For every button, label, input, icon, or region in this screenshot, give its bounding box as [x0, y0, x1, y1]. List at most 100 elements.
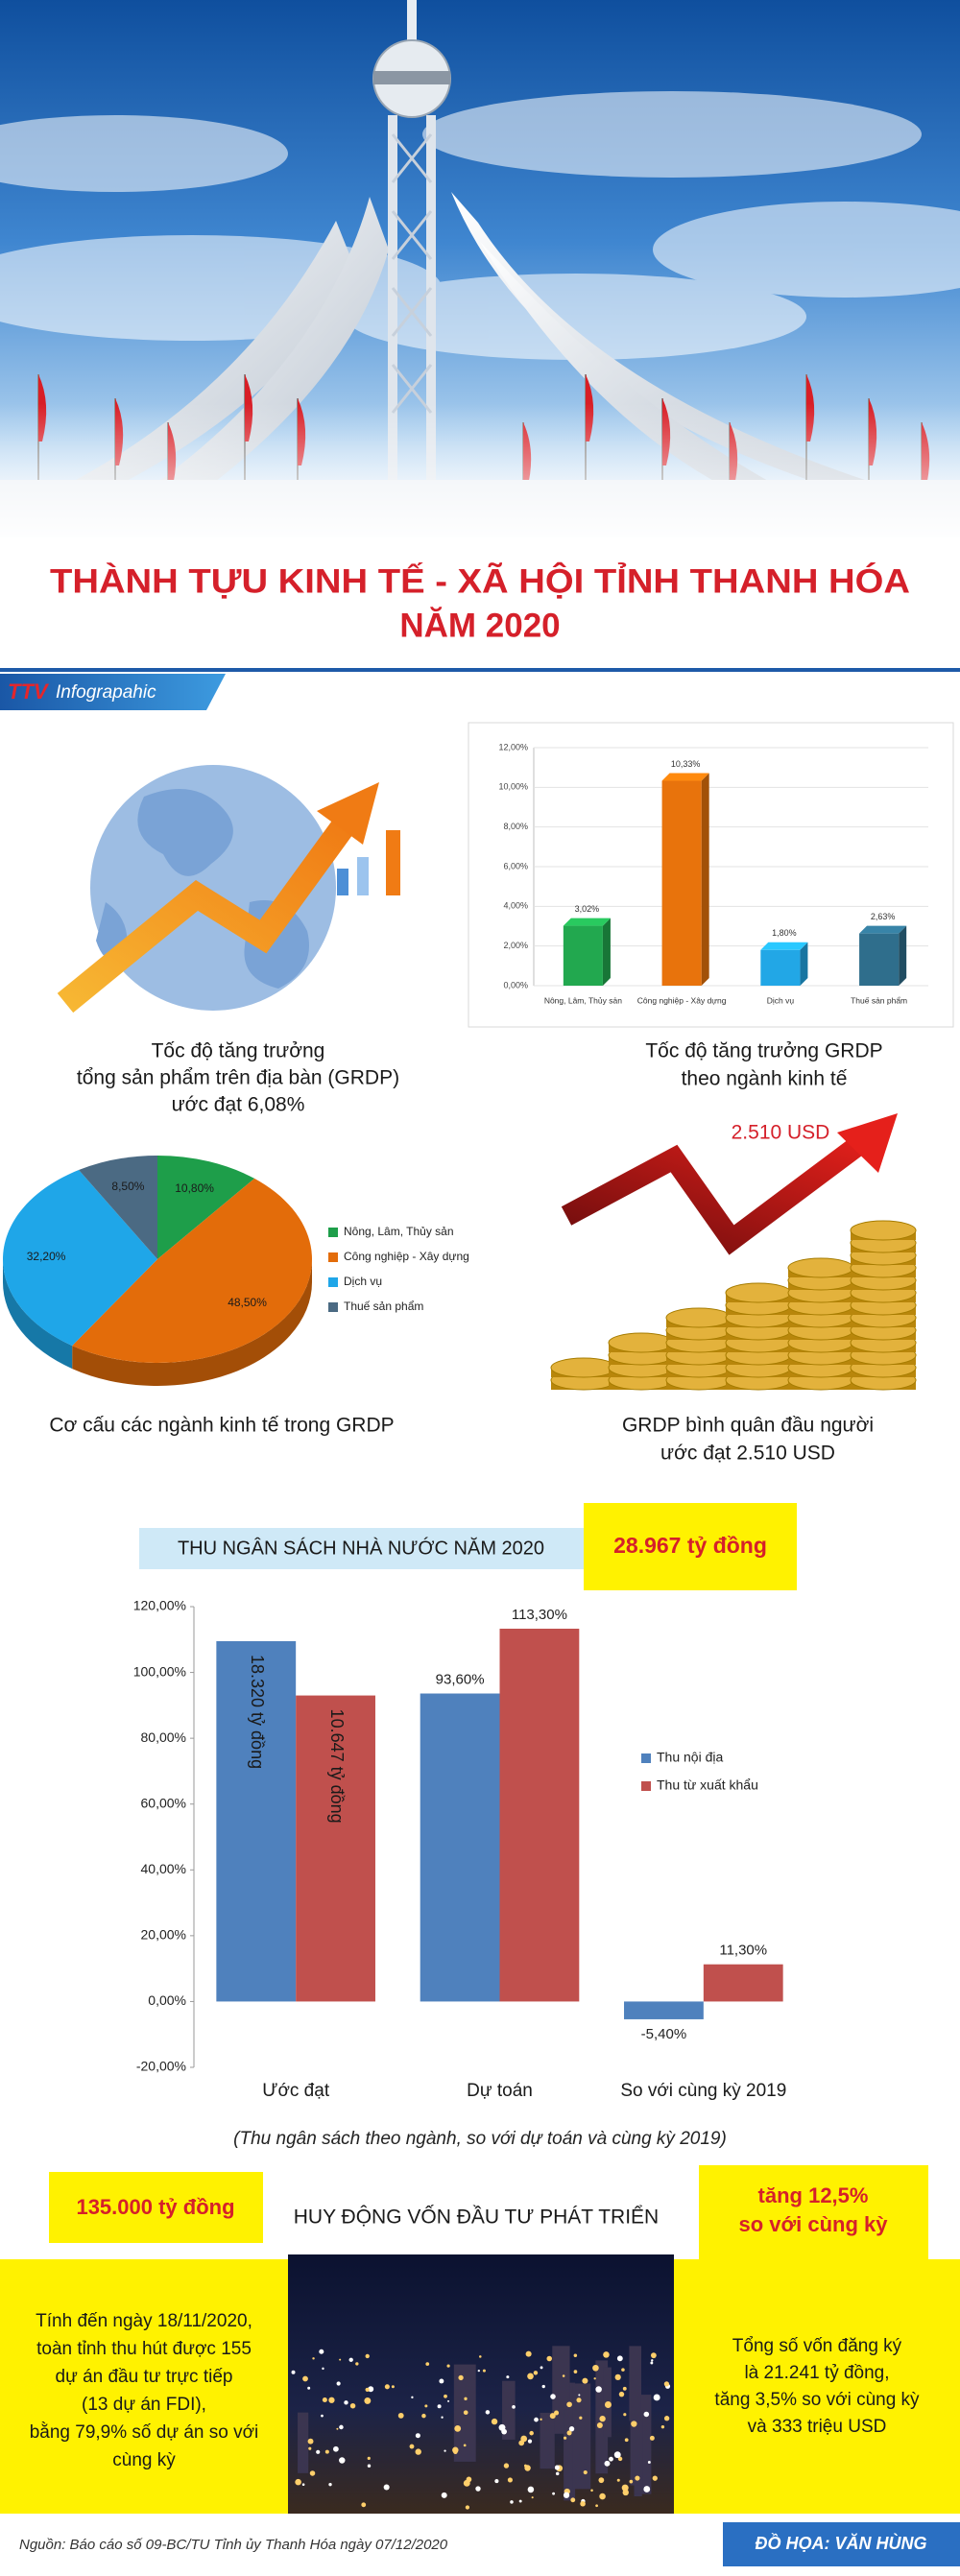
- plant-light: [647, 2461, 651, 2464]
- plant-light: [458, 2374, 464, 2381]
- plant-light: [554, 2410, 560, 2416]
- plant-light: [631, 2421, 637, 2427]
- plant-light: [614, 2373, 621, 2381]
- plant-light: [308, 2446, 312, 2450]
- plant-light: [512, 2405, 516, 2409]
- plant-light: [596, 2422, 603, 2429]
- y-tick-label: 100,00%: [133, 1663, 186, 1679]
- plant-light: [562, 2374, 565, 2377]
- y-tick-label: 8,00%: [503, 822, 528, 831]
- investment-growth-box: [699, 2165, 928, 2259]
- plant-light: [566, 2430, 572, 2436]
- plant-light: [316, 2449, 321, 2454]
- plant-light: [312, 2357, 315, 2360]
- plant-light: [540, 2366, 543, 2370]
- plant-light: [663, 2416, 670, 2421]
- bar-top: [760, 942, 808, 950]
- investment-left-text: dự án đầu tư trực tiếp: [56, 2367, 233, 2387]
- plant-light: [663, 2381, 669, 2387]
- brand-label: Infograpahic: [56, 682, 156, 703]
- plant-light: [367, 2456, 371, 2460]
- plant-light: [324, 2449, 329, 2454]
- coin: [725, 1282, 792, 1303]
- coins-icon: [550, 1113, 917, 1391]
- plant-light: [411, 2396, 414, 2399]
- plant-light: [595, 2386, 602, 2393]
- structure-caption: Cơ cấu các ngành kinh tế trong GRDP: [49, 1415, 394, 1437]
- plant-light: [339, 2457, 346, 2464]
- plant-structure: [502, 2380, 516, 2440]
- plant-light: [339, 2424, 344, 2430]
- legend-label: Nông, Lâm, Thủy sản: [344, 1225, 454, 1238]
- budget-title: THU NGÂN SÁCH NHÀ NƯỚC NĂM 2020: [178, 1537, 544, 1559]
- legend-swatch: [328, 1228, 338, 1237]
- plant-light: [291, 2370, 296, 2374]
- value-label: 93,60%: [436, 1671, 485, 1687]
- investment-title: HUY ĐỘNG VỐN ĐẦU TƯ PHÁT TRIỂN: [294, 2206, 659, 2229]
- plant-structure: [629, 2346, 641, 2421]
- investment-right-text: và 333 triệu USD: [748, 2417, 887, 2437]
- plant-light: [475, 2486, 481, 2492]
- plant-light: [477, 2369, 480, 2373]
- plant-light: [573, 2353, 578, 2358]
- bar-annotation: 18.320 tỷ đồng: [248, 1655, 267, 1769]
- plant-light: [598, 2477, 605, 2484]
- legend-label: Thu từ xuất khẩu: [657, 1777, 758, 1793]
- y-tick-label: 12,00%: [498, 742, 528, 751]
- plant-light: [465, 2505, 470, 2510]
- coin: [608, 1332, 675, 1353]
- title: THÀNH TỰU KINH TẾ - XÃ HỘI TỈNH THANH HÓ…: [50, 561, 910, 600]
- plant-light: [527, 2439, 533, 2444]
- y-tick-label: 10,00%: [498, 782, 528, 792]
- x-tick-label: Công nghiệp - Xây dựng: [637, 995, 727, 1005]
- plant-light: [595, 2504, 598, 2508]
- y-tick-label: 0,00%: [503, 980, 528, 990]
- plant-light: [599, 2415, 606, 2422]
- plant-light: [446, 2364, 450, 2368]
- plant-light: [321, 2414, 324, 2418]
- income-label: 2.510 USD: [732, 1122, 830, 1144]
- plant-light: [447, 2399, 450, 2402]
- plant-light: [397, 2412, 404, 2419]
- y-tick-label: -20,00%: [136, 2059, 186, 2074]
- plant-light: [328, 2482, 332, 2487]
- pie-slice: [3, 1170, 157, 1347]
- plant-light: [482, 2369, 486, 2373]
- plant-light: [349, 2402, 356, 2409]
- plant-light: [622, 2386, 627, 2391]
- plant-light: [444, 2394, 447, 2398]
- plant-light: [604, 2460, 611, 2467]
- plant-light: [618, 2391, 625, 2397]
- plant-light: [643, 2486, 651, 2493]
- plant-structure: [564, 2409, 571, 2477]
- plant-light: [452, 2446, 459, 2454]
- plant-light: [425, 2362, 430, 2366]
- y-tick-label: 0,00%: [148, 1992, 186, 2008]
- plant-light: [333, 2445, 339, 2452]
- y-tick-label: 20,00%: [141, 1927, 186, 1943]
- plant-light: [554, 2465, 560, 2470]
- x-tick-label: Dịch vụ: [767, 995, 795, 1005]
- investment-left-text: (13 dự án FDI),: [82, 2395, 206, 2415]
- plant-light: [624, 2438, 629, 2443]
- value-label: 11,30%: [719, 1943, 767, 1959]
- plant-light: [550, 2394, 556, 2399]
- plant-light: [570, 2497, 576, 2503]
- plant-light: [549, 2413, 556, 2420]
- plant-light: [660, 2424, 665, 2429]
- growth-icon: [57, 765, 400, 1014]
- pie-slice: [157, 1156, 255, 1259]
- plant-light: [531, 2496, 534, 2499]
- plant-light: [441, 2416, 444, 2419]
- value-label: 3,02%: [575, 904, 600, 914]
- plant-light: [355, 2362, 359, 2366]
- y-tick-label: 6,00%: [503, 861, 528, 871]
- investment-amount-box: [49, 2172, 263, 2243]
- plant-light: [463, 2479, 470, 2487]
- plant-light: [424, 2404, 428, 2408]
- plant-light: [464, 2397, 468, 2400]
- plant-structure: [572, 2383, 591, 2490]
- legend-label: Thuế sản phẩm: [344, 1300, 423, 1313]
- plant-light: [579, 2416, 583, 2420]
